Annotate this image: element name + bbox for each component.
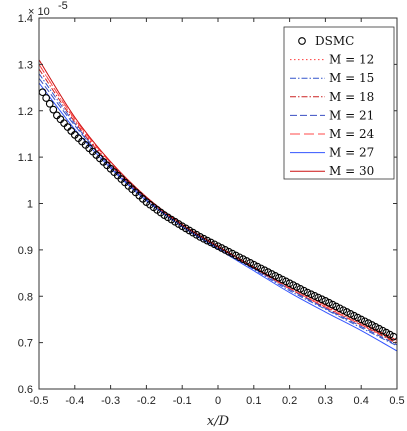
dsmc-point (232, 251, 240, 260)
y-tick-label: 1 (27, 199, 33, 211)
dsmc-point (196, 233, 204, 241)
y-tick-label: 0.6 (18, 384, 33, 396)
dsmc-point (228, 249, 237, 258)
dsmc-point (353, 313, 362, 322)
y-tick-label: 0.8 (18, 291, 33, 303)
dsmc-point (242, 257, 251, 265)
x-tick-label: 0.5 (389, 395, 404, 407)
dsmc-point (221, 246, 230, 254)
x-tick-label: 0.2 (282, 395, 297, 407)
dsmc-point (328, 300, 337, 309)
y-tick-label: 1.3 (18, 59, 33, 71)
x-ticks: -0.5 -0.4 -0.3 -0.2 -0.1 0 0.1 0.2 0.3 0.4 0.5 (30, 18, 405, 407)
dsmc-point (325, 298, 333, 307)
dsmc-point (285, 279, 294, 288)
y-scale-label: × 10 (28, 6, 50, 18)
dsmc-point (53, 111, 61, 120)
y-tick-label: 1.1 (18, 152, 33, 164)
dsmc-point (63, 123, 72, 131)
dsmc-point (289, 281, 298, 289)
dsmc-point (67, 127, 76, 135)
dsmc-point (360, 317, 369, 326)
dsmc-point (56, 115, 65, 124)
legend-label: M = 21 (329, 108, 374, 122)
y-tick-label: 1.4 (18, 13, 33, 25)
dsmc-point (321, 297, 330, 305)
legend-label: M = 12 (329, 53, 374, 67)
legend: DSMC M = 12 M = 15 M = 18 M = 21 M = 24 M = 27… (283, 26, 395, 180)
dsmc-point (350, 311, 358, 320)
dsmc-point (296, 284, 305, 293)
dsmc-point (224, 247, 233, 256)
y-scale-exponent: -5 (58, 0, 68, 12)
legend-label: M = 18 (329, 90, 374, 104)
dsmc-point (210, 240, 219, 249)
x-tick-label: 0.3 (318, 395, 333, 407)
dsmc-point (275, 273, 283, 282)
dsmc-point (246, 259, 255, 267)
dsmc-point (371, 323, 380, 331)
dsmc-point (335, 304, 344, 313)
dsmc-point (364, 319, 373, 327)
dsmc-point (214, 242, 222, 251)
x-tick-label: 0.1 (246, 395, 261, 407)
dsmc-point (339, 306, 348, 315)
dsmc-point (278, 275, 287, 284)
dsmc-point (257, 264, 265, 273)
x-tick-label: -0.5 (30, 395, 49, 407)
x-tick-label: 0.4 (354, 395, 369, 407)
dsmc-point (203, 236, 212, 245)
dsmc-point (45, 99, 54, 108)
legend-box (283, 26, 395, 180)
x-tick-label: -0.2 (137, 395, 156, 407)
x-axis-label: x/D (207, 414, 230, 429)
series-line-1 (39, 73, 397, 347)
x-tick-label: -0.3 (101, 395, 120, 407)
dsmc-point (249, 260, 258, 269)
dsmc-point (282, 277, 290, 286)
dsmc-point (235, 253, 244, 262)
dsmc-point (271, 271, 280, 280)
dsmc-point (343, 308, 351, 316)
dsmc-point (310, 292, 319, 300)
dsmc-point (332, 302, 340, 311)
dsmc-point (42, 94, 51, 102)
legend-label: M = 27 (329, 146, 374, 160)
legend-dsmc-marker (298, 37, 306, 45)
dsmc-point (199, 234, 208, 243)
legend-label: M = 24 (329, 127, 375, 141)
dsmc-point (317, 295, 326, 304)
dsmc-point (303, 288, 312, 297)
legend-label: M = 15 (329, 71, 374, 85)
dsmc-point (314, 293, 323, 302)
y-ticks: 0.6 0.7 0.8 0.9 1 1.1 1.2 1.3 1.4 (18, 13, 397, 396)
y-tick-label: 0.7 (18, 338, 33, 350)
dsmc-point (307, 290, 315, 299)
dsmc-point (260, 266, 269, 275)
dsmc-point (357, 315, 366, 324)
legend-label: DSMC (315, 34, 354, 48)
x-tick-label: 0 (215, 395, 221, 407)
dsmc-point (264, 268, 272, 276)
dsmc-point (239, 255, 247, 263)
dsmc-point (49, 105, 58, 114)
x-tick-label: -0.1 (173, 395, 192, 407)
dsmc-point (346, 310, 355, 318)
dsmc-point (292, 283, 301, 291)
series-line-3 (39, 77, 397, 346)
x-tick-label: -0.4 (65, 395, 84, 407)
y-tick-label: 1.2 (18, 106, 33, 118)
dsmc-point (60, 119, 68, 128)
dsmc-point (253, 262, 262, 271)
dsmc-point (217, 244, 226, 252)
legend-label: M = 30 (329, 164, 374, 178)
dsmc-point (300, 286, 308, 295)
dsmc-point (206, 238, 215, 247)
y-tick-label: 0.9 (18, 245, 33, 257)
dsmc-point (368, 321, 376, 329)
dsmc-point (267, 270, 276, 278)
